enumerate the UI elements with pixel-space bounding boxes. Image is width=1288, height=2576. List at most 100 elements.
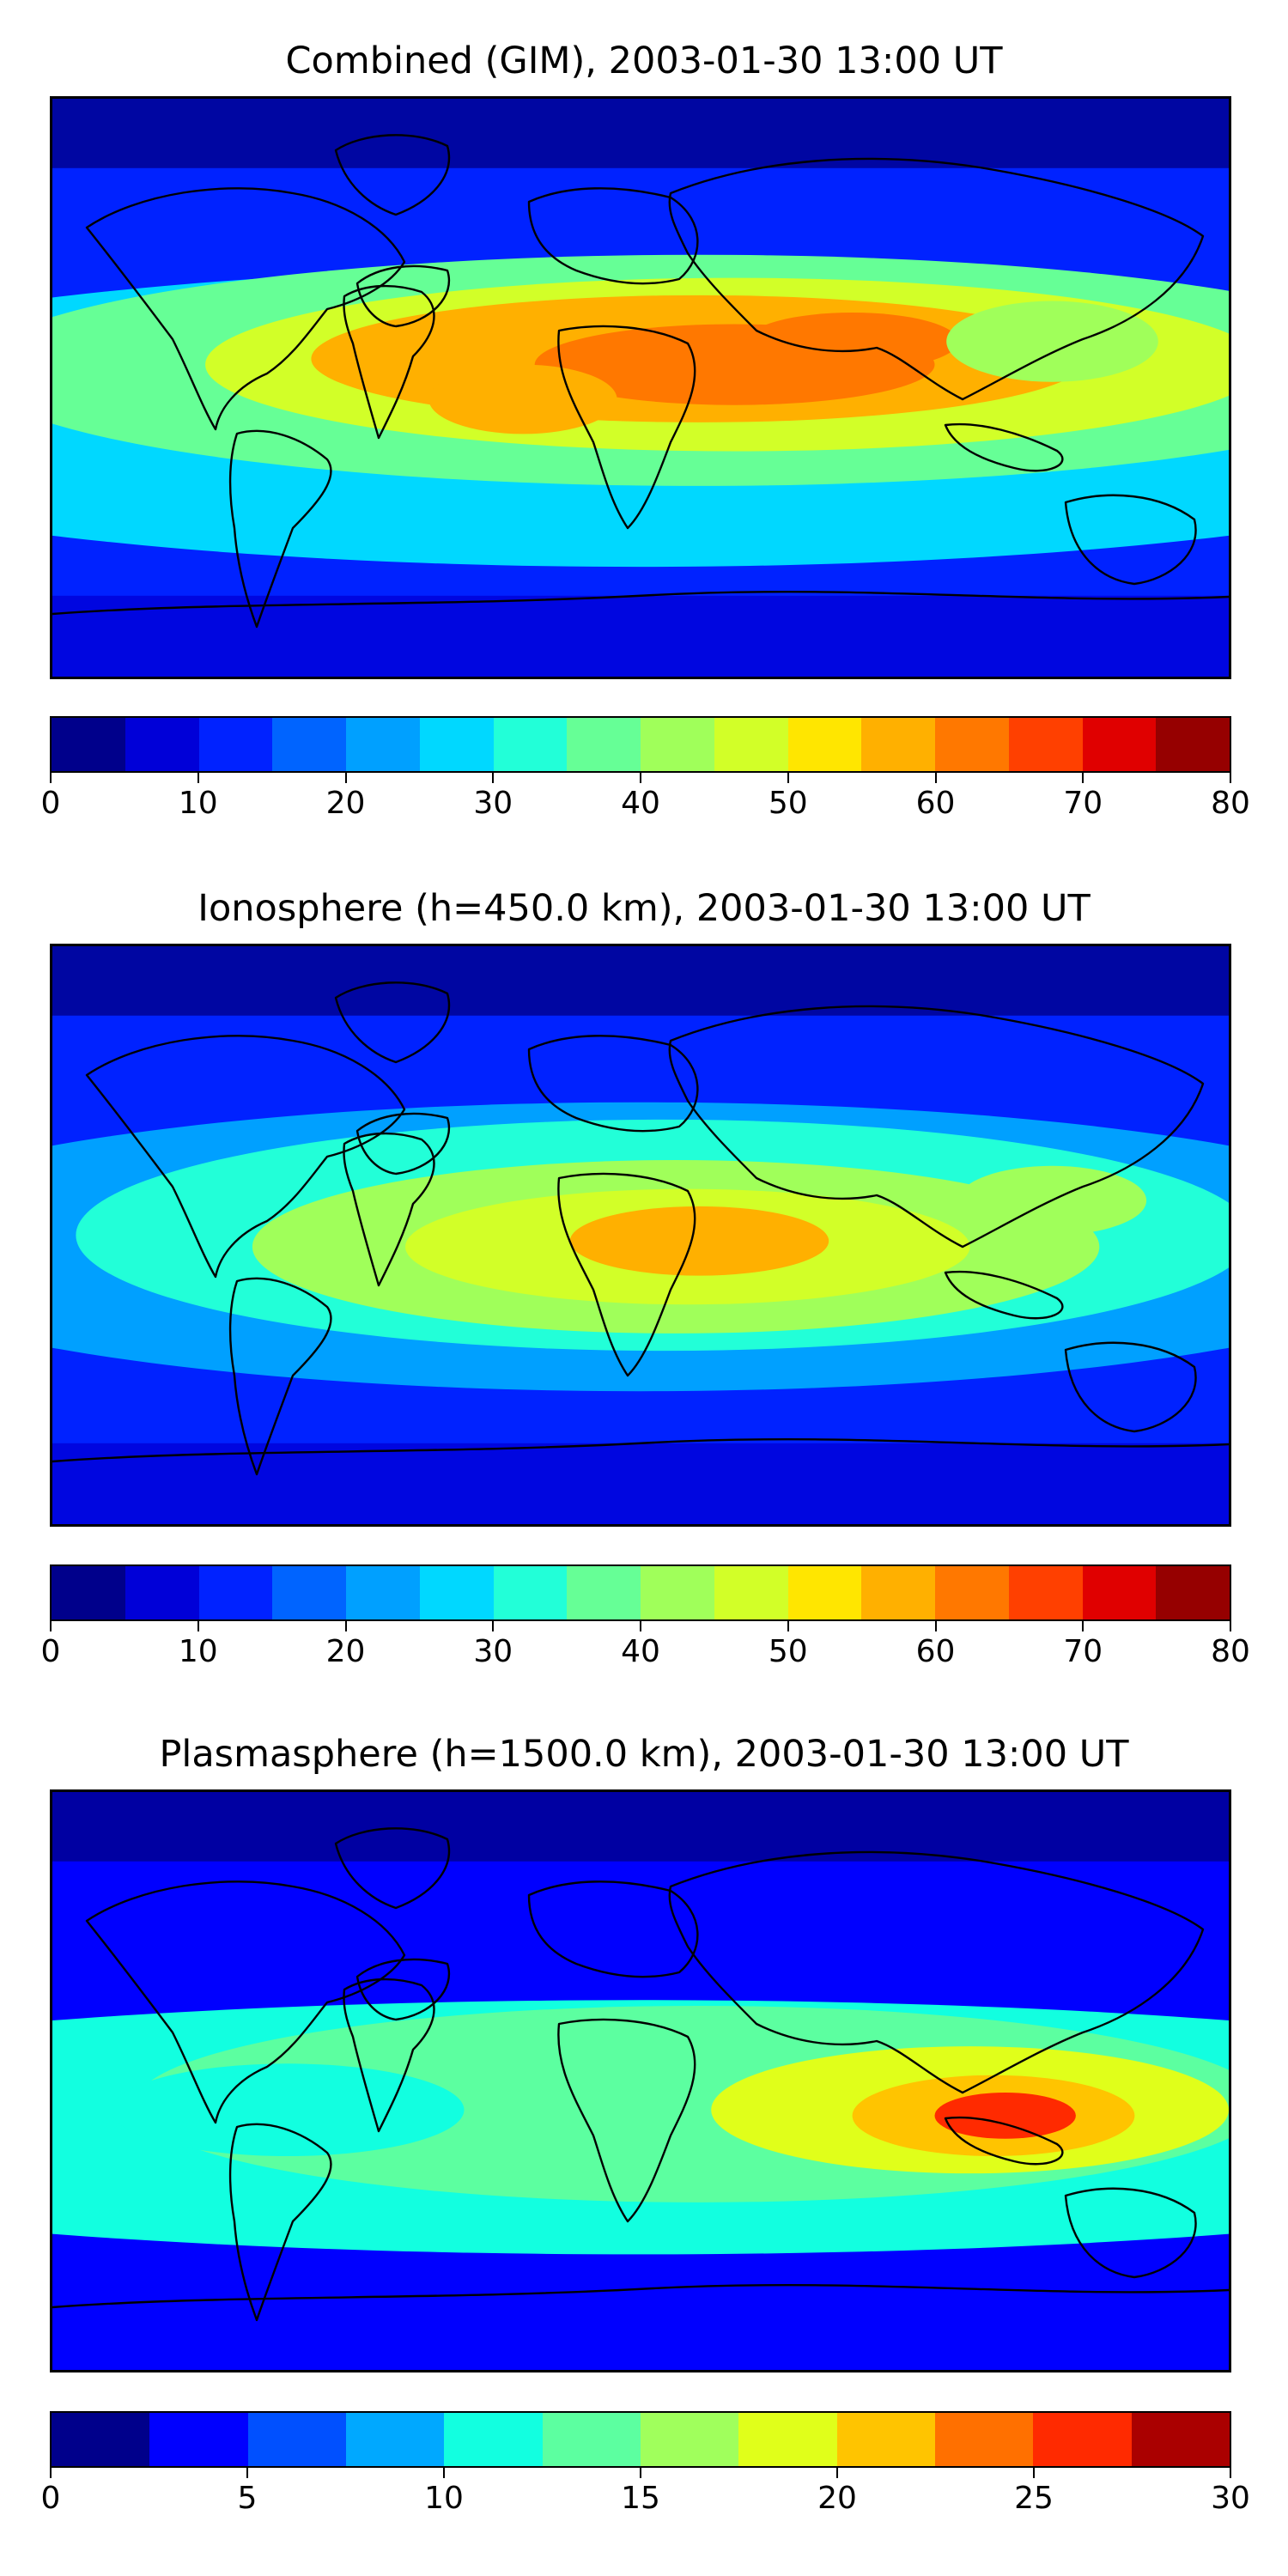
colorbar-tick: [640, 1621, 641, 1631]
colorbar-tick-label: 0: [40, 2481, 61, 2516]
contour-band: [52, 2288, 1229, 2370]
colorbar-segment: [934, 2413, 1034, 2466]
colorbar-segment: [935, 718, 1009, 771]
colorbar-segment: [738, 2413, 837, 2466]
colorbar-tick-label: 60: [915, 1634, 956, 1669]
colorbar-tick-label: 70: [1063, 786, 1103, 821]
colorbar-tick: [1230, 773, 1231, 783]
coastline: [557, 325, 696, 530]
coastline: [557, 1172, 696, 1377]
colorbar-segment: [1156, 718, 1230, 771]
colorbar-segment: [52, 1566, 125, 1619]
coastline: [1064, 2187, 1197, 2279]
colorbar-segment: [640, 2413, 739, 2466]
contour-map: [52, 1792, 1229, 2370]
colorbar-tick: [640, 2468, 641, 2478]
contour-band: [52, 99, 1229, 168]
coastline: [1064, 494, 1197, 586]
colorbar-ticks: 0 10 20 30 40 50 60 70 80: [41, 773, 1250, 824]
coastline: [228, 2123, 332, 2322]
colorbar-tick-label: 70: [1063, 1634, 1103, 1669]
contour-map: [52, 946, 1229, 1524]
contour-band: [52, 1792, 1229, 1862]
colorbar-segment: [493, 718, 568, 771]
colorbar-tick-label: 5: [237, 2481, 258, 2516]
contour-band: [111, 2063, 465, 2156]
contour-band: [569, 1206, 829, 1276]
colorbar-segment: [346, 718, 420, 771]
coastline: [668, 157, 1205, 401]
coastline: [85, 187, 406, 431]
colorbar-tick: [1082, 1621, 1084, 1631]
colorbar-tick-label: 10: [178, 786, 218, 821]
coastline: [944, 422, 1064, 472]
colorbar-segment: [1033, 2413, 1132, 2466]
coastline: [668, 1850, 1205, 2094]
colorbar-tick: [443, 2468, 445, 2478]
colorbar-segment: [714, 1566, 788, 1619]
colorbar-tick-label: 80: [1211, 1634, 1250, 1669]
map-plot: [50, 1789, 1231, 2372]
colorbar-tick-label: 50: [768, 786, 808, 821]
coastline: [334, 1827, 451, 1910]
colorbar-tick-label: 10: [178, 1634, 218, 1669]
colorbar-tick-label: 25: [1014, 2481, 1054, 2516]
colorbar-tick-label: 60: [915, 786, 956, 821]
colorbar-tick-label: 20: [817, 2481, 857, 2516]
contour-band: [52, 1443, 1229, 1524]
colorbar-segment: [419, 718, 494, 771]
colorbar-tick-label: 20: [325, 786, 366, 821]
colorbar-segment: [345, 2413, 445, 2466]
colorbar-segment: [935, 1566, 1009, 1619]
colorbar-tick-label: 10: [424, 2481, 464, 2516]
contour-map: [52, 99, 1229, 677]
coastline: [343, 1978, 435, 2133]
colorbar-segment: [714, 718, 788, 771]
colorbar-segment: [787, 718, 862, 771]
colorbar-tick-label: 30: [473, 786, 513, 821]
map-plot: [50, 96, 1231, 679]
coastline: [557, 2018, 696, 2223]
colorbar-tick: [934, 1621, 937, 1631]
colorbar-segment: [542, 2413, 641, 2466]
colorbar-segment: [125, 1566, 199, 1619]
map-plot: [50, 944, 1231, 1527]
contour-band: [52, 946, 1229, 1016]
coastline: [1064, 1341, 1197, 1433]
colorbar: [50, 1564, 1231, 1621]
coastline: [343, 284, 435, 440]
colorbar-segment: [1156, 1566, 1230, 1619]
colorbar-segment: [861, 1566, 935, 1619]
colorbar-segment: [125, 718, 199, 771]
colorbar-segment: [346, 1566, 420, 1619]
coastline: [334, 981, 451, 1064]
colorbar: [50, 2411, 1231, 2468]
colorbar-segment: [493, 1566, 568, 1619]
contour-band: [428, 364, 617, 434]
colorbar-tick: [344, 1621, 347, 1631]
coastline: [334, 134, 451, 216]
panel-title: Plasmasphere (h=1500.0 km), 2003-01-30 1…: [159, 1733, 1129, 1776]
colorbar-tick-label: 80: [1211, 786, 1250, 821]
colorbar-tick-label: 20: [325, 1634, 366, 1669]
colorbar-tick: [787, 1621, 789, 1631]
colorbar-segment: [198, 718, 273, 771]
colorbar-segment: [567, 1566, 641, 1619]
colorbar-segment: [641, 718, 714, 771]
colorbar-tick: [1230, 1621, 1231, 1631]
colorbar-tick: [787, 773, 789, 783]
colorbar-tick: [50, 1621, 52, 1631]
colorbar-tick: [1033, 2468, 1035, 2478]
coastline: [85, 1035, 406, 1279]
coastline: [228, 429, 332, 629]
colorbar-segment: [1082, 1566, 1157, 1619]
coastline: [52, 2283, 1229, 2309]
colorbar-tick: [640, 773, 641, 783]
colorbar-tick: [1230, 2468, 1231, 2478]
colorbar-segment: [444, 2413, 543, 2466]
colorbar-tick: [344, 773, 347, 783]
colorbar-segment: [247, 2413, 346, 2466]
coastline: [355, 1112, 450, 1176]
colorbar-segment: [641, 1566, 714, 1619]
contour-band: [746, 313, 958, 371]
